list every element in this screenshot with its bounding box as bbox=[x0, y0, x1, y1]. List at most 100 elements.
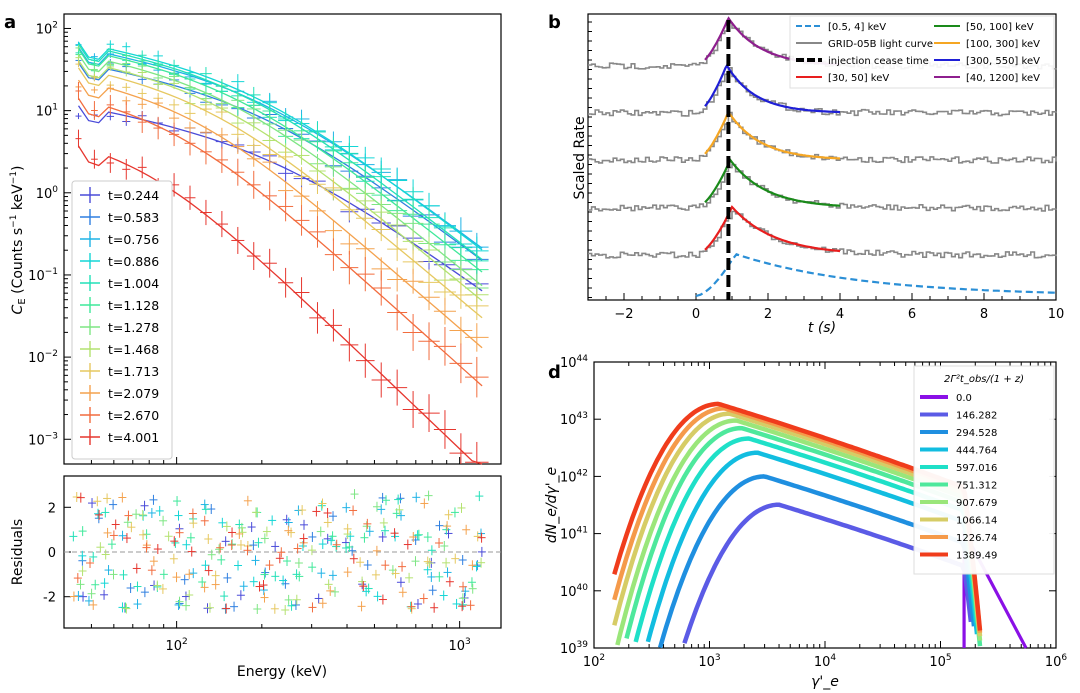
d-xtick-label: 102 bbox=[583, 653, 605, 670]
panel-b-lightcurves: −2 0 2 4 6 8 10 [0.5, 4] keV GRID-05B light cur… bbox=[572, 13, 1064, 336]
r-xtick-label: 103 bbox=[449, 637, 471, 654]
d-xtick-label: 103 bbox=[698, 653, 720, 670]
legend-entry: t=0.756 bbox=[108, 232, 159, 247]
r-xtick-exp: 2 bbox=[182, 637, 188, 647]
legend-entry: GRID-05B light curve bbox=[828, 39, 933, 50]
legend-entry: t=0.886 bbox=[108, 254, 159, 269]
a-ytick-label: 102 bbox=[36, 20, 58, 37]
grid-light-curve bbox=[588, 111, 1057, 164]
band-model-curve bbox=[695, 253, 1057, 298]
a-ytick-label: 10−3 bbox=[28, 431, 58, 448]
r-ytick-label: 0 bbox=[48, 546, 56, 561]
legend-entry: 597.016 bbox=[956, 463, 997, 474]
d-ytick-label: 1043 bbox=[560, 411, 588, 428]
b-xtick-label: 0 bbox=[692, 307, 700, 322]
d-ytick-exp: 41 bbox=[577, 526, 588, 536]
d-xtick-label: 105 bbox=[929, 653, 951, 670]
legend-title: 2Γ²t_obs/(1 + z) bbox=[944, 374, 1024, 385]
b-xtick-label: −2 bbox=[614, 307, 633, 322]
r-xtick-label: 102 bbox=[165, 637, 187, 654]
d-xtick-exp: 6 bbox=[1061, 653, 1067, 663]
legend-box bbox=[913, 365, 1055, 575]
legend-entry: t=1.128 bbox=[108, 298, 159, 313]
legend-entry: t=1.278 bbox=[108, 320, 159, 335]
d-xtick-label: 104 bbox=[814, 653, 837, 670]
legend-entry: 1226.74 bbox=[956, 533, 997, 544]
panel-d-ylabel: dN_e/dγ'_e bbox=[544, 467, 560, 543]
a-ytick-exp: −3 bbox=[45, 431, 58, 441]
legend-entry: 0.0 bbox=[956, 393, 972, 404]
legend-entry: t=4.001 bbox=[108, 430, 159, 445]
legend-entry: t=0.583 bbox=[108, 210, 159, 225]
a-ytick-exp: 2 bbox=[52, 20, 58, 30]
d-ytick-exp: 39 bbox=[577, 640, 589, 650]
a-ytick-exp: 1 bbox=[52, 103, 58, 113]
series-model-line bbox=[77, 98, 483, 387]
d-ytick-exp: 43 bbox=[577, 411, 588, 421]
panel-b-ylabel: Scaled Rate bbox=[572, 116, 588, 199]
band-model-curve bbox=[704, 63, 841, 114]
a-ytick-exp: 0 bbox=[52, 185, 58, 195]
panel-b-xlabel: t (s) bbox=[808, 320, 836, 336]
panel-d-legend: 2Γ²t_obs/(1 + z) 0.0 146.282 294.528 444.764… bbox=[913, 365, 1055, 575]
r-ytick-label: 2 bbox=[48, 501, 56, 516]
band-model-curve bbox=[704, 110, 841, 160]
b-xtick-label: 8 bbox=[980, 307, 988, 322]
legend-entry: 1389.49 bbox=[956, 551, 997, 562]
legend-entry: t=2.670 bbox=[108, 408, 159, 423]
a-ytick-label: 10−1 bbox=[28, 267, 58, 284]
d-xtick-label: 106 bbox=[1045, 653, 1068, 670]
a-ytick-exp: −2 bbox=[45, 349, 58, 359]
legend-entry: [300, 550] keV bbox=[966, 56, 1040, 67]
residuals-xlabel: Energy (keV) bbox=[237, 664, 327, 680]
panel-letter-a: a bbox=[4, 12, 16, 33]
d-ytick-label: 1041 bbox=[560, 526, 588, 543]
series-model-line bbox=[77, 53, 483, 287]
legend-entry: [50, 100] keV bbox=[966, 22, 1034, 33]
legend-box bbox=[789, 15, 1055, 89]
legend-entry: [30, 50] keV bbox=[828, 73, 889, 84]
d-ytick-label: 1040 bbox=[560, 583, 588, 600]
panel-letter-d: d bbox=[548, 362, 561, 383]
panel-b-axes: −2 0 2 4 6 8 10 bbox=[587, 21, 1064, 322]
b-xtick-label: 2 bbox=[764, 307, 772, 322]
a-ytick-exp: −1 bbox=[45, 267, 58, 277]
legend-entry: 146.282 bbox=[956, 411, 997, 422]
residuals-points bbox=[69, 489, 486, 615]
band-model-curve bbox=[704, 205, 841, 253]
legend-box bbox=[71, 180, 173, 460]
b-xtick-label: 6 bbox=[908, 307, 916, 322]
legend-entry: 444.764 bbox=[956, 446, 997, 457]
d-ytick-label: 1044 bbox=[560, 354, 588, 371]
d-ytick-label: 1042 bbox=[560, 468, 588, 485]
grid-light-curve bbox=[588, 67, 1057, 117]
legend-entry: t=2.079 bbox=[108, 386, 159, 401]
panel-b-legend: [0.5, 4] keV GRID-05B light curve injectio… bbox=[789, 15, 1055, 89]
legend-entry: injection cease time bbox=[828, 56, 929, 67]
legend-entry: 294.528 bbox=[956, 428, 997, 439]
d-ytick-exp: 44 bbox=[577, 354, 589, 364]
panel-d-xlabel: γ'_e bbox=[811, 674, 839, 690]
r-xtick-exp: 3 bbox=[465, 637, 471, 647]
grid-light-curve bbox=[588, 210, 1057, 259]
b-xtick-label: 4 bbox=[836, 307, 844, 322]
d-xtick-exp: 5 bbox=[946, 653, 952, 663]
d-xtick-exp: 2 bbox=[599, 653, 605, 663]
panel-letter-b: b bbox=[548, 12, 561, 33]
d-ytick-exp: 42 bbox=[577, 468, 588, 478]
legend-entry: t=1.713 bbox=[108, 364, 159, 379]
r-ytick-label: -2 bbox=[43, 591, 56, 606]
d-xtick-exp: 3 bbox=[715, 653, 721, 663]
series-model-line bbox=[77, 60, 483, 302]
legend-entry: [100, 300] keV bbox=[966, 39, 1040, 50]
legend-entry: 1066.14 bbox=[956, 516, 997, 527]
legend-entry: 751.312 bbox=[956, 481, 997, 492]
legend-entry: [40, 1200] keV bbox=[966, 73, 1040, 84]
a-ytick-label: 10−2 bbox=[28, 349, 58, 366]
a-ytick-label: 100 bbox=[36, 185, 59, 202]
